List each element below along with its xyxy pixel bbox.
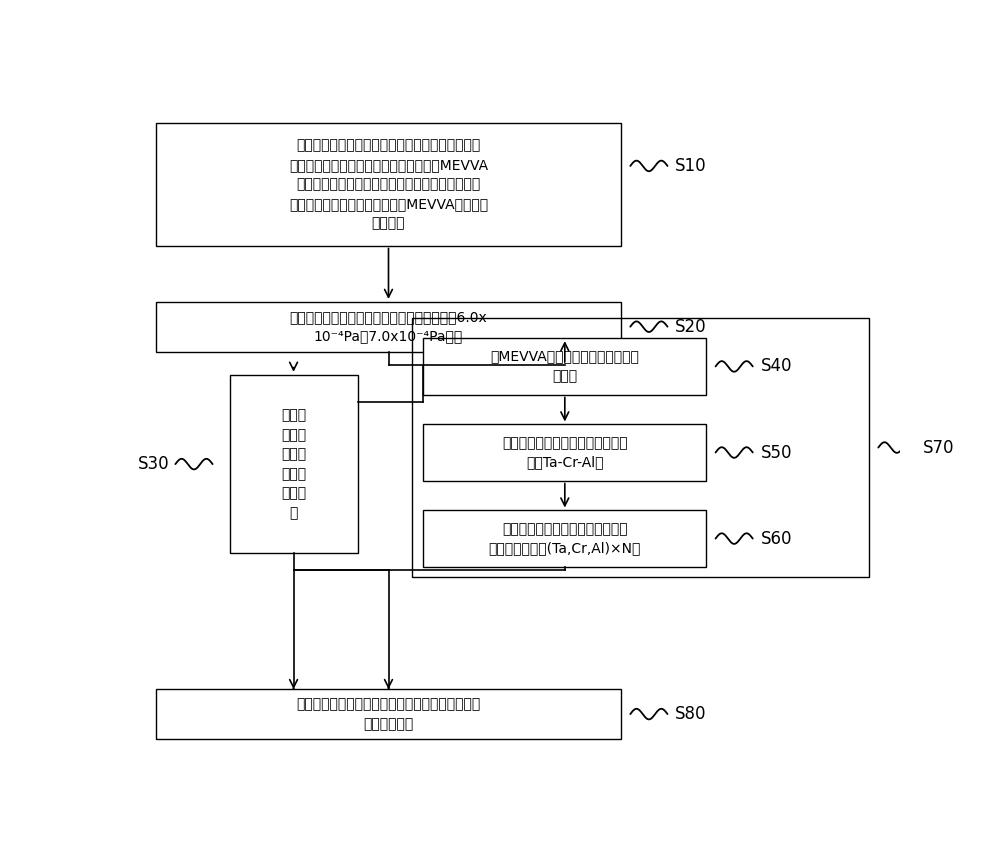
Text: S50: S50 [761, 444, 792, 462]
Text: S80: S80 [675, 705, 707, 723]
Text: 用第一弧源、第二弧源以及氮气源
在叶片表面上镀(Ta,Cr,Al)×N膜: 用第一弧源、第二弧源以及氮气源 在叶片表面上镀(Ta,Cr,Al)×N膜 [489, 522, 641, 556]
Text: 用考夫
曼离子
源对叶
片表面
进行清
洗: 用考夫 曼离子 源对叶 片表面 进行清 洗 [281, 408, 306, 519]
Text: 镀膜结束后，冷却，对真空腔室进行充气，取出完
成镀膜的叶片: 镀膜结束后，冷却，对真空腔室进行充气，取出完 成镀膜的叶片 [296, 697, 481, 731]
Text: S20: S20 [675, 317, 707, 335]
Text: 将一叶片装入真空腔室中，真空腔室抽真空至6.0x
10⁻⁴Pa到7.0x10⁻⁴Pa之间: 将一叶片装入真空腔室中，真空腔室抽真空至6.0x 10⁻⁴Pa到7.0x10⁻⁴… [290, 310, 487, 343]
Text: S40: S40 [761, 358, 792, 376]
Text: S10: S10 [675, 157, 707, 175]
Bar [156, 689, 621, 739]
Text: 准备表面改性设备，表面改性设备具有真空腔室，
真空腔室上连接有第一弧源、第二弧源、MEVVA
离子源、考夫曼离子源和氮气源，第一弧源采用铬
铝合金靶，第二弧源采: 准备表面改性设备，表面改性设备具有真空腔室， 真空腔室上连接有第一弧源、第二弧源… [289, 138, 488, 230]
Text: S70: S70 [923, 439, 955, 457]
Bar [423, 338, 706, 395]
Text: S60: S60 [761, 530, 792, 548]
Text: 用MEVVA离子源对叶片表面进行离
子注入: 用MEVVA离子源对叶片表面进行离 子注入 [490, 350, 639, 384]
Bar [423, 424, 706, 481]
Text: 用第一弧源和第二弧源在叶片表面
上镀Ta-Cr-Al膜: 用第一弧源和第二弧源在叶片表面 上镀Ta-Cr-Al膜 [502, 436, 628, 470]
Bar [156, 123, 621, 246]
Bar [423, 511, 706, 567]
Bar [412, 318, 869, 577]
Bar [156, 302, 621, 352]
Bar [230, 375, 358, 554]
Text: S30: S30 [138, 455, 169, 473]
